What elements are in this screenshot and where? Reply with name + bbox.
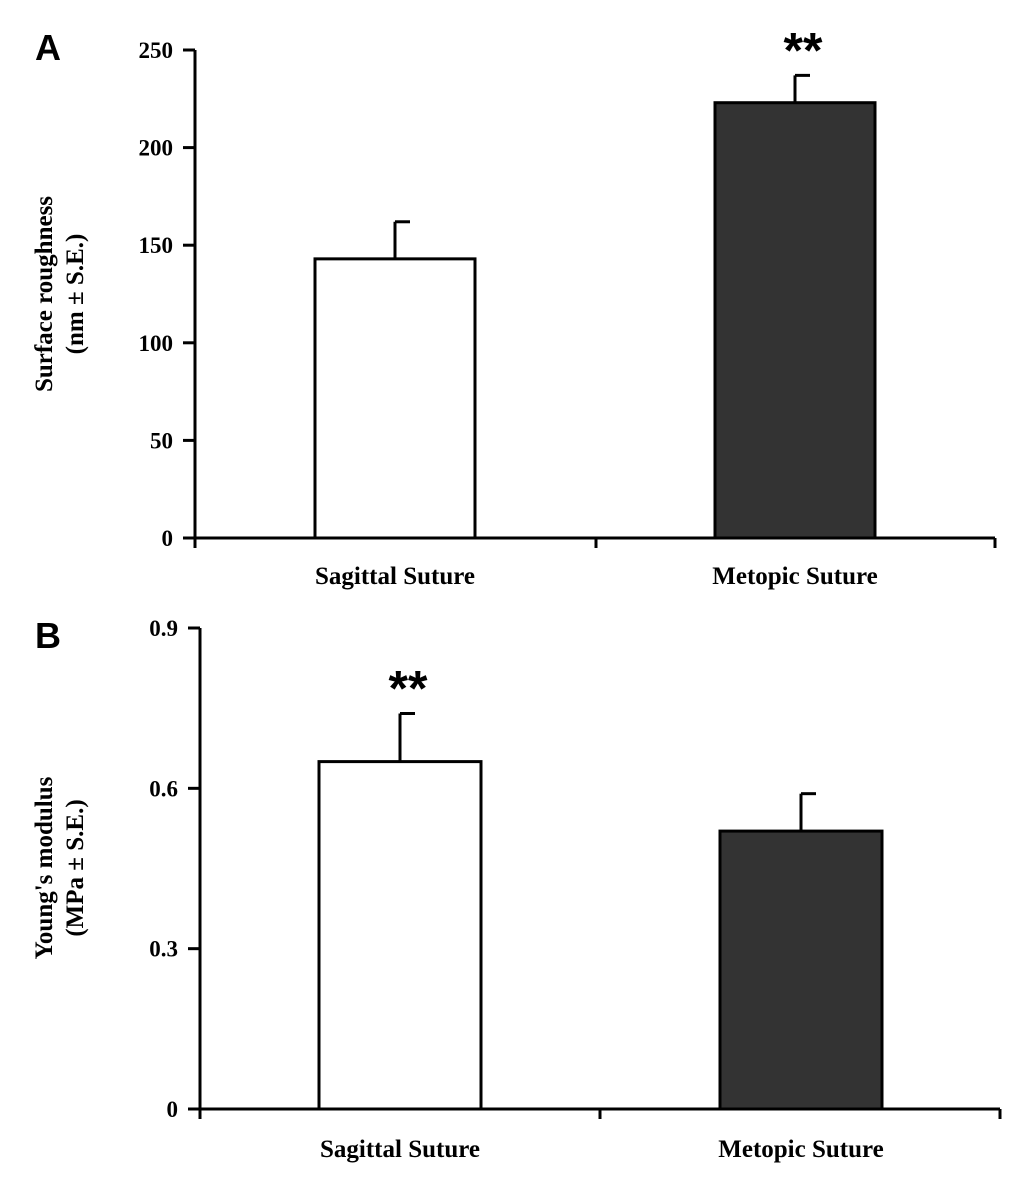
panel-b: B 0 0.3 0.6 0.9 Sagittal Suture ** Metopic Sutu… xyxy=(31,615,1002,1163)
panel-letter: A xyxy=(35,27,61,68)
y-axis-title: Surface roughness (nm ± S.E.) xyxy=(31,196,89,392)
y-tick-label: 0.9 xyxy=(149,616,178,641)
y-tick-label: 0 xyxy=(167,1097,179,1122)
y-tick-label: 0 xyxy=(162,526,174,551)
significance-marker: ** xyxy=(389,661,428,717)
bar-sagittal-suture xyxy=(317,760,483,1111)
y-tick-label: 200 xyxy=(139,136,174,161)
y-tick-label: 50 xyxy=(150,428,173,453)
y-tick-label: 250 xyxy=(139,38,174,63)
significance-marker: ** xyxy=(784,22,823,78)
y-axis-title: Young's modulus (MPa ± S.E.) xyxy=(31,776,89,959)
y-tick-label: 100 xyxy=(139,331,174,356)
y-tick-label: 0.6 xyxy=(149,776,178,801)
panel-letter: B xyxy=(35,615,61,656)
bar-sagittal-suture xyxy=(313,257,477,540)
category-label: Sagittal Suture xyxy=(320,1136,480,1163)
bar-metopic-suture xyxy=(718,829,884,1111)
bar-metopic-suture xyxy=(713,101,877,540)
y-axis-title-line: Young's modulus xyxy=(31,776,58,959)
category-label: Sagittal Suture xyxy=(315,563,475,590)
y-axis-title-line: (nm ± S.E.) xyxy=(62,234,89,355)
y-tick-label: 150 xyxy=(139,233,174,258)
y-axis-title-line: (MPa ± S.E.) xyxy=(62,799,89,936)
panel-a: A 0 50 100 150 200 250 Sagittal Suture Metopic S… xyxy=(31,22,997,590)
y-axis-title-line: Surface roughness xyxy=(31,196,58,392)
category-label: Metopic Suture xyxy=(712,563,878,590)
category-label: Metopic Suture xyxy=(718,1136,884,1163)
y-tick-label: 0.3 xyxy=(149,937,178,962)
